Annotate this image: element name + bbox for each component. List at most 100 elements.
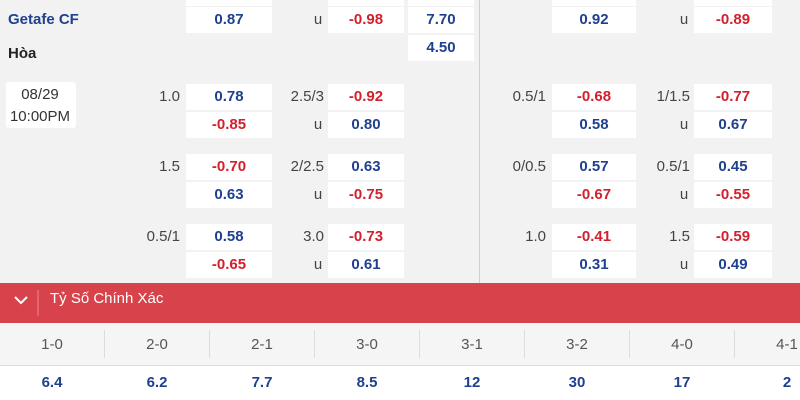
score-label: 3-0: [356, 336, 378, 353]
odds-cell: [186, 182, 272, 208]
odds-cell: [694, 224, 772, 250]
odds-value[interactable]: 0.67: [718, 116, 747, 133]
odds-cell: [186, 252, 272, 278]
score-label: 3-2: [566, 336, 588, 353]
odds-cell: [694, 252, 772, 278]
odds-value[interactable]: -0.41: [577, 228, 611, 245]
score-label: 2-1: [251, 336, 273, 353]
odds-cell: [552, 252, 636, 278]
score-odds[interactable]: 8.5: [357, 374, 378, 391]
section-header[interactable]: [0, 283, 800, 323]
score-odds[interactable]: 2: [783, 374, 791, 391]
score-odds[interactable]: 7.7: [252, 374, 273, 391]
odds-value[interactable]: 0.78: [214, 88, 243, 105]
line-label: 1.5: [669, 228, 690, 245]
odds-value[interactable]: 0.31: [579, 256, 608, 273]
draw-label: Hòa: [8, 45, 37, 62]
odds-value[interactable]: 4.50: [426, 39, 455, 56]
odds-value[interactable]: 0.92: [579, 11, 608, 28]
odds-value[interactable]: 0.45: [718, 158, 747, 175]
cell: [328, 0, 404, 6]
odds-value[interactable]: -0.55: [716, 186, 750, 203]
line-label: 2/2.5: [291, 158, 324, 175]
cell: [186, 0, 272, 6]
odds-value[interactable]: 0.87: [214, 11, 243, 28]
odds-cell: [408, 7, 474, 33]
score-odds[interactable]: 17: [674, 374, 691, 391]
odds-cell: [328, 84, 404, 110]
odds-cell: [328, 182, 404, 208]
odds-value[interactable]: -0.67: [577, 186, 611, 203]
odds-value[interactable]: -0.75: [349, 186, 383, 203]
odds-value[interactable]: 0.49: [718, 256, 747, 273]
odds-value[interactable]: -0.98: [349, 11, 383, 28]
line-label: 1/1.5: [657, 88, 690, 105]
ou-label: u: [314, 116, 322, 133]
date-cell: [6, 82, 76, 128]
odds-cell: [552, 7, 636, 33]
chevron-icon[interactable]: [14, 296, 28, 305]
odds-value[interactable]: -0.89: [716, 11, 750, 28]
odds-cell: [328, 112, 404, 138]
odds-value[interactable]: 0.80: [351, 116, 380, 133]
odds-value[interactable]: 7.70: [426, 11, 455, 28]
odds-cell: [552, 224, 636, 250]
odds-cell: [694, 112, 772, 138]
match-time: 10:00PM: [10, 108, 70, 125]
odds-cell: [694, 7, 772, 33]
odds-value[interactable]: -0.65: [212, 256, 246, 273]
odds-value[interactable]: -0.85: [212, 116, 246, 133]
odds-value[interactable]: -0.77: [716, 88, 750, 105]
line-label: 1.5: [159, 158, 180, 175]
odds-cell: [694, 182, 772, 208]
odds-value[interactable]: -0.68: [577, 88, 611, 105]
score-odds[interactable]: 30: [569, 374, 586, 391]
ou-label: u: [314, 256, 322, 273]
score-label: 3-1: [461, 336, 483, 353]
odds-cell: [186, 7, 272, 33]
odds-value[interactable]: 0.58: [579, 116, 608, 133]
ou-label: u: [680, 186, 688, 203]
cell: [552, 0, 636, 6]
odds-cell: [186, 154, 272, 180]
cell: [694, 0, 772, 6]
odds-value[interactable]: 0.63: [351, 158, 380, 175]
odds-value[interactable]: -0.59: [716, 228, 750, 245]
section-title[interactable]: Tỷ Số Chính Xác: [50, 290, 164, 307]
team-name[interactable]: Getafe CF: [8, 11, 79, 28]
score-odds[interactable]: 6.4: [42, 374, 64, 391]
score-label: 1-0: [41, 336, 63, 353]
score-odds[interactable]: 12: [464, 374, 481, 391]
odds-cell: [186, 112, 272, 138]
ou-label: u: [680, 11, 688, 28]
odds-value[interactable]: -0.73: [349, 228, 383, 245]
odds-cell: [328, 154, 404, 180]
odds-value[interactable]: 0.63: [214, 186, 243, 203]
line-label: 0.5/1: [657, 158, 690, 175]
odds-value[interactable]: 0.58: [214, 228, 243, 245]
odds-cell: [552, 154, 636, 180]
score-label: 4-0: [671, 336, 693, 353]
odds-value[interactable]: 0.61: [351, 256, 380, 273]
odds-cell: [552, 182, 636, 208]
score-odds[interactable]: 6.2: [147, 374, 168, 391]
line-label: 1.0: [525, 228, 546, 245]
odds-value[interactable]: -0.70: [212, 158, 246, 175]
odds-cell: [552, 84, 636, 110]
ou-label: u: [680, 116, 688, 133]
odds-value[interactable]: 0.57: [579, 158, 608, 175]
ou-label: u: [680, 256, 688, 273]
match-date: 08/29: [21, 86, 59, 103]
cell: [408, 0, 474, 6]
line-label: 0/0.5: [513, 158, 546, 175]
score-label: 4-1: [776, 336, 798, 353]
odds-cell: [186, 224, 272, 250]
ou-label: u: [314, 11, 322, 28]
odds-cell: [552, 112, 636, 138]
odds-cell: [328, 224, 404, 250]
line-label: 0.5/1: [513, 88, 546, 105]
odds-cell: [328, 7, 404, 33]
score-header-row: [0, 323, 800, 365]
odds-value[interactable]: -0.92: [349, 88, 383, 105]
odds-cell: [328, 252, 404, 278]
